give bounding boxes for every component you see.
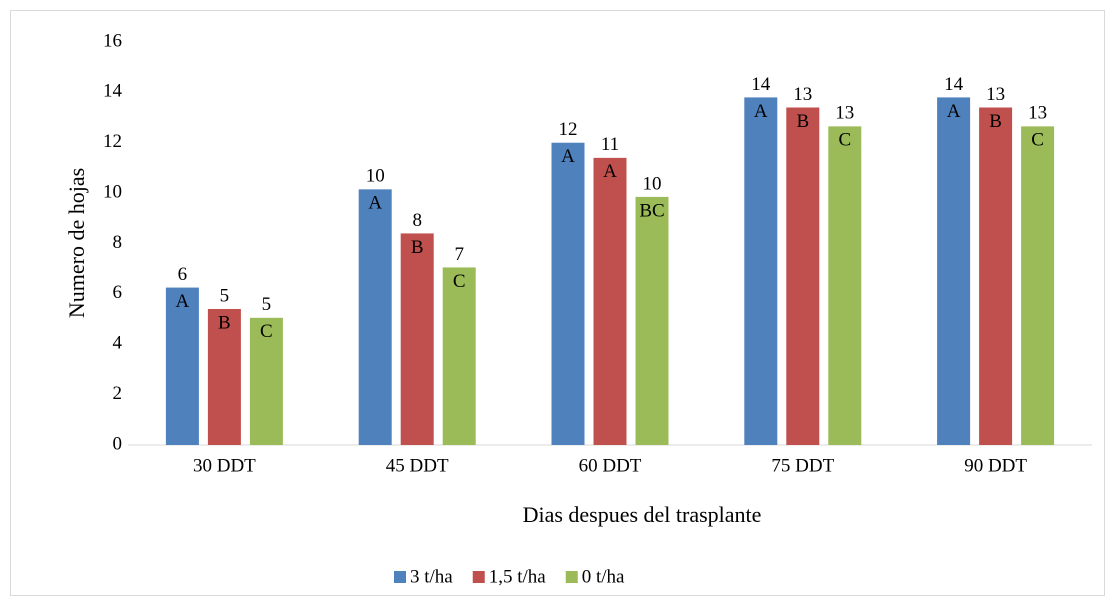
significance-letter: C — [453, 271, 466, 292]
legend-swatch — [472, 571, 485, 583]
bar — [249, 317, 283, 445]
value-label: 13 — [986, 84, 1005, 105]
bar — [744, 97, 778, 445]
value-label: 14 — [944, 74, 964, 95]
significance-letter: B — [218, 312, 231, 333]
value-label: 13 — [835, 103, 854, 124]
y-tick-label: 4 — [113, 333, 123, 354]
significance-letter: B — [989, 111, 1002, 132]
significance-letter: B — [796, 111, 809, 132]
significance-letter: A — [603, 161, 617, 182]
value-label: 11 — [601, 134, 619, 155]
significance-letter: C — [1031, 130, 1044, 151]
bar — [165, 287, 199, 445]
significance-letter: A — [368, 193, 382, 214]
x-tick-label: 30 DDT — [193, 455, 256, 476]
significance-letter: A — [754, 101, 768, 122]
bar — [551, 142, 585, 445]
value-label: 5 — [262, 294, 272, 315]
y-axis-title: Numero de hojas — [64, 168, 89, 318]
y-tick-label: 6 — [113, 282, 123, 303]
bar — [358, 189, 392, 445]
value-label: 10 — [643, 173, 662, 194]
value-label: 13 — [793, 84, 812, 105]
bar — [1021, 126, 1055, 446]
value-label: 12 — [559, 119, 578, 140]
bar — [442, 267, 476, 445]
significance-letter: A — [947, 101, 961, 122]
legend-label: 1,5 t/ha — [489, 566, 547, 587]
x-tick-label: 90 DDT — [964, 455, 1027, 476]
y-tick-label: 10 — [103, 181, 122, 202]
significance-letter: C — [838, 130, 851, 151]
x-tick-label: 60 DDT — [579, 455, 642, 476]
legend-swatch — [565, 571, 578, 583]
significance-letter: B — [411, 237, 424, 258]
value-label: 10 — [366, 166, 385, 187]
y-tick-label: 2 — [113, 383, 123, 404]
legend-label: 3 t/ha — [410, 566, 453, 587]
significance-letter: A — [176, 291, 190, 312]
legend-swatch — [394, 571, 406, 583]
significance-letter: C — [260, 321, 273, 342]
value-label: 14 — [751, 74, 771, 95]
value-label: 6 — [178, 264, 188, 285]
y-tick-label: 12 — [103, 131, 122, 152]
value-label: 8 — [412, 210, 422, 231]
x-axis-title: Dias despues del trasplante — [523, 502, 762, 527]
value-label: 7 — [454, 244, 464, 265]
bar — [979, 107, 1013, 446]
x-tick-label: 75 DDT — [771, 455, 834, 476]
significance-letter: A — [561, 146, 575, 167]
y-tick-label: 0 — [113, 433, 123, 454]
bar — [400, 233, 434, 445]
y-tick-label: 14 — [103, 81, 123, 102]
y-tick-label: 8 — [113, 232, 123, 253]
significance-letter: BC — [639, 200, 664, 221]
bar — [937, 97, 971, 445]
bar — [786, 107, 820, 446]
value-label: 5 — [220, 285, 230, 306]
x-tick-label: 45 DDT — [386, 455, 449, 476]
bar — [635, 196, 669, 445]
bar — [828, 126, 862, 446]
y-tick-label: 16 — [103, 30, 122, 51]
bar — [207, 308, 241, 445]
bar — [593, 157, 627, 446]
value-label: 13 — [1028, 103, 1047, 124]
legend-label: 0 t/ha — [582, 566, 625, 587]
